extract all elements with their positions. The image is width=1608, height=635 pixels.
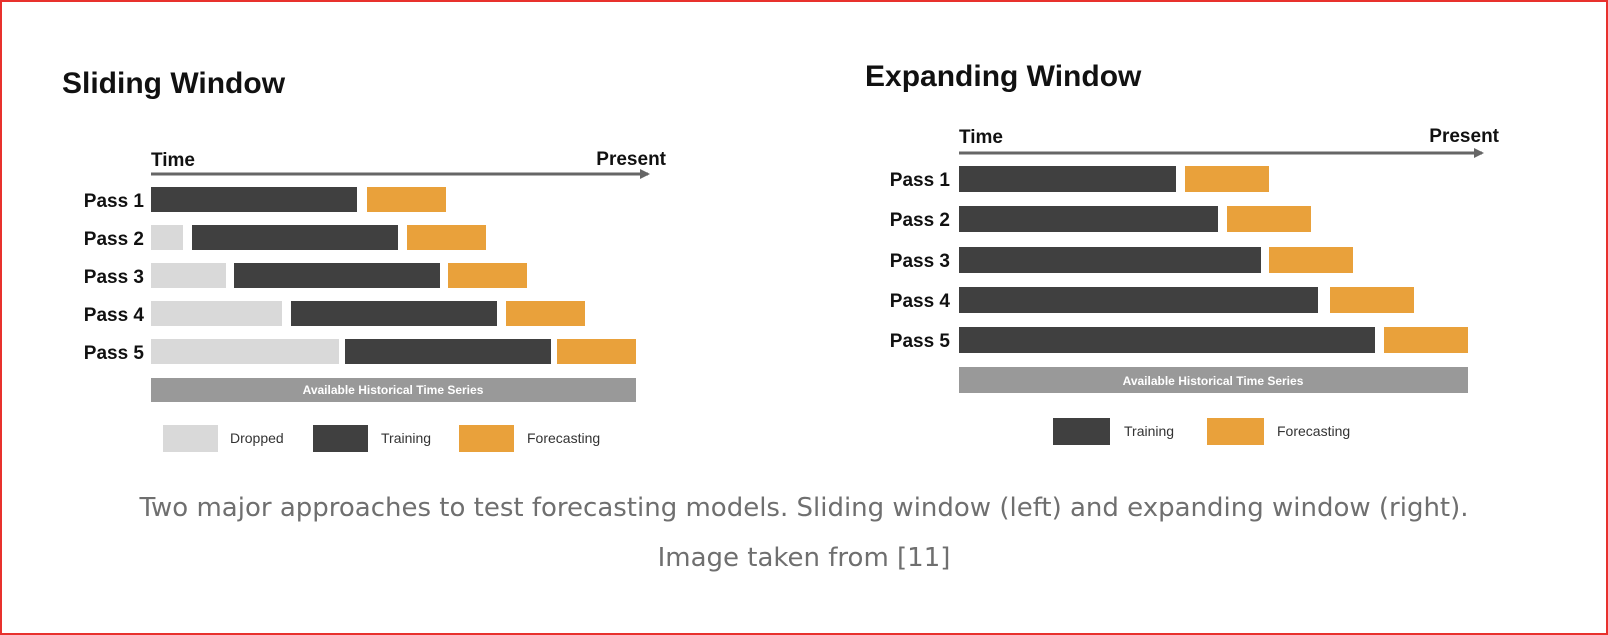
expanding-history-bar — [959, 367, 1468, 393]
expanding-legend-forecasting-label: Forecasting — [1277, 423, 1350, 439]
expanding-pass-3-label: Pass 3 — [890, 251, 950, 272]
sliding-pass-1-label: Pass 1 — [84, 191, 145, 212]
sliding-pass-2-training-bar — [192, 225, 398, 250]
expanding-pass-3-training-bar — [959, 247, 1261, 273]
sliding-time-label: Time — [151, 150, 195, 171]
expanding-pass-1-label: Pass 1 — [890, 170, 951, 191]
sliding-present-label: Present — [596, 149, 666, 170]
expanding-pass-2-training-bar — [959, 206, 1218, 232]
expanding-pass-1-forecast-bar — [1185, 166, 1269, 192]
sliding-legend-training-label: Training — [381, 430, 431, 446]
sliding-pass-5-training-bar — [345, 339, 551, 364]
sliding-legend-training-swatch — [313, 425, 368, 452]
sliding-pass-1-training-bar — [151, 187, 357, 212]
expanding-window-title: Expanding Window — [865, 60, 1142, 93]
sliding-pass-2-dropped-bar — [151, 225, 183, 250]
sliding-pass-4-dropped-bar — [151, 301, 282, 326]
sliding-history-label: Available Historical Time Series — [303, 383, 484, 397]
sliding-legend-dropped-label: Dropped — [230, 430, 284, 446]
expanding-time-label: Time — [959, 127, 1003, 148]
expanding-legend-training-label: Training — [1124, 423, 1174, 439]
caption-line-1: Two major approaches to test forecasting… — [139, 493, 1469, 523]
expanding-present-label: Present — [1429, 126, 1499, 147]
sliding-history-bar — [151, 378, 636, 402]
expanding-pass-5-label: Pass 5 — [890, 331, 951, 352]
sliding-pass-3-dropped-bar — [151, 263, 226, 288]
sliding-pass-3-label: Pass 3 — [84, 267, 144, 288]
sliding-pass-1-forecast-bar — [367, 187, 446, 212]
sliding-pass-4-forecast-bar — [506, 301, 585, 326]
sliding-pass-2-forecast-bar — [407, 225, 486, 250]
expanding-pass-1-training-bar — [959, 166, 1176, 192]
sliding-pass-3-training-bar — [234, 263, 440, 288]
sliding-pass-4-label: Pass 4 — [84, 305, 145, 326]
expanding-legend-forecasting-swatch — [1207, 418, 1264, 445]
expanding-window-diagram: Expanding Window Time Present Pass 1 Pas… — [865, 60, 1500, 445]
expanding-pass-4-label: Pass 4 — [890, 291, 951, 312]
sliding-pass-5-label: Pass 5 — [84, 343, 145, 364]
expanding-pass-4-forecast-bar — [1330, 287, 1414, 313]
sliding-legend-forecasting-swatch — [459, 425, 514, 452]
sliding-pass-2-label: Pass 2 — [84, 229, 144, 250]
expanding-pass-5-forecast-bar — [1384, 327, 1468, 353]
sliding-pass-5-forecast-bar — [557, 339, 636, 364]
sliding-legend-dropped-swatch — [163, 425, 218, 452]
expanding-pass-4-training-bar — [959, 287, 1318, 313]
expanding-pass-3-forecast-bar — [1269, 247, 1353, 273]
sliding-legend-forecasting-label: Forecasting — [527, 430, 600, 446]
expanding-history-label: Available Historical Time Series — [1123, 374, 1304, 388]
expanding-pass-5-training-bar — [959, 327, 1375, 353]
caption-line-2: Image taken from [11] — [657, 543, 951, 573]
figure-caption: Two major approaches to test forecasting… — [0, 483, 1608, 583]
expanding-legend-training-swatch — [1053, 418, 1110, 445]
sliding-pass-3-forecast-bar — [448, 263, 527, 288]
expanding-pass-2-forecast-bar — [1227, 206, 1311, 232]
sliding-pass-5-dropped-bar — [151, 339, 339, 364]
sliding-window-title: Sliding Window — [62, 67, 286, 100]
expanding-pass-2-label: Pass 2 — [890, 210, 950, 231]
sliding-window-diagram: Sliding Window Time Present Pass 1 Pass … — [62, 67, 667, 452]
sliding-pass-4-training-bar — [291, 301, 497, 326]
